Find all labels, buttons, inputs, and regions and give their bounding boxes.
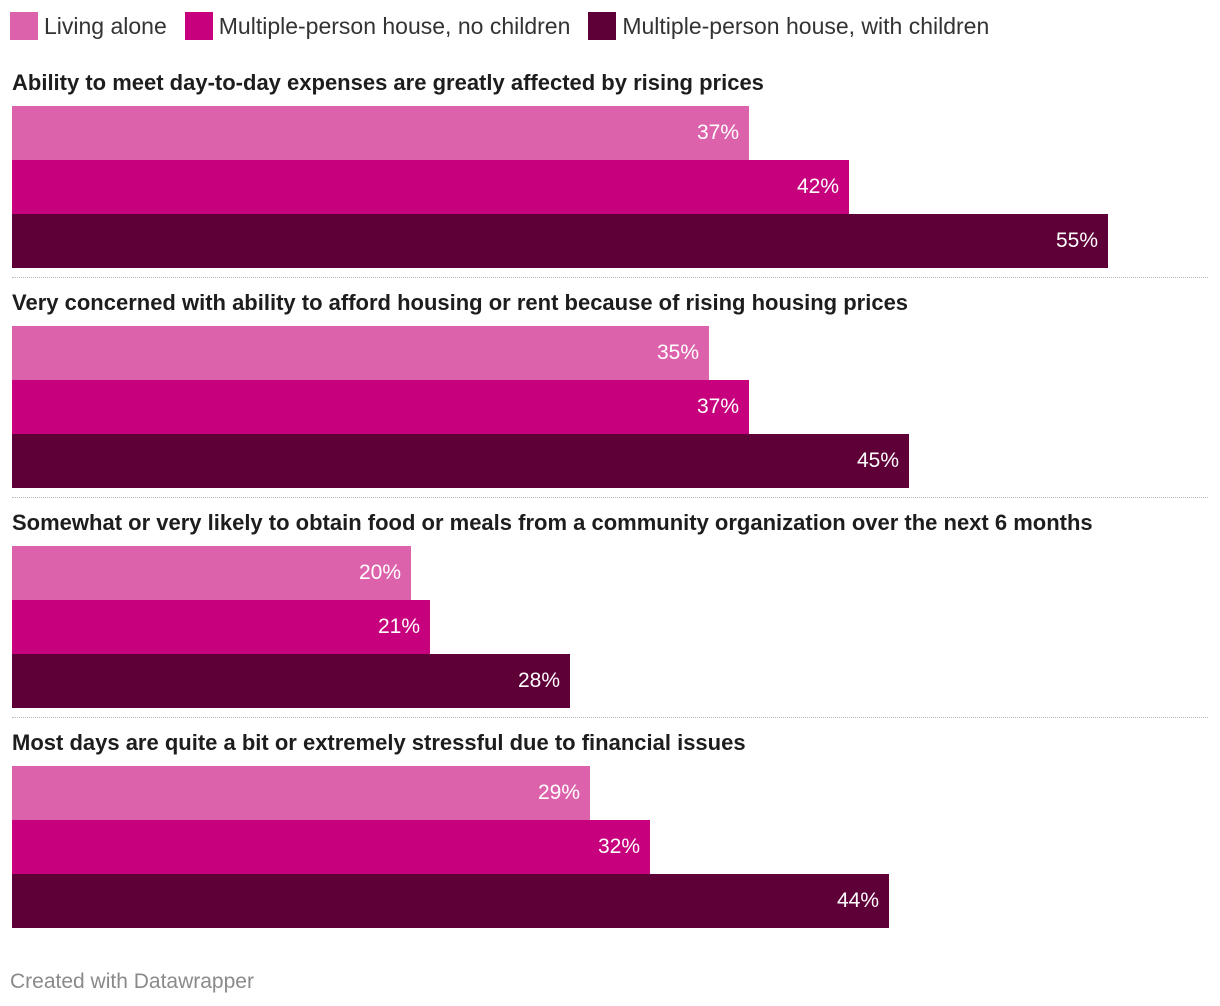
bar-value-label: 37% bbox=[696, 395, 739, 418]
bar-multiple-person-house-no-children-2 bbox=[12, 380, 749, 434]
legend-item-with-children: Multiple-person house, with children bbox=[588, 12, 989, 40]
bar-multiple-person-house-no-children-1 bbox=[12, 160, 849, 214]
bar-value-label: 37% bbox=[696, 121, 739, 144]
bar-value-label: 35% bbox=[656, 341, 699, 364]
group-title-2: Very concerned with ability to afford ho… bbox=[12, 290, 909, 315]
group-separator bbox=[12, 497, 1208, 498]
bar-value-label: 21% bbox=[377, 615, 420, 638]
bar-multiple-person-house-no-children-4 bbox=[12, 820, 650, 874]
bar-value-label: 55% bbox=[1055, 229, 1098, 252]
legend: Living alone Multiple-person house, no c… bbox=[10, 10, 1007, 42]
bar-value-label: 32% bbox=[597, 835, 640, 858]
legend-label-living-alone: Living alone bbox=[44, 12, 167, 39]
legend-item-living-alone: Living alone bbox=[10, 12, 167, 40]
bar-living-alone-1 bbox=[12, 106, 749, 160]
legend-label-no-children: Multiple-person house, no children bbox=[218, 12, 571, 39]
bar-group-2: Very concerned with ability to afford ho… bbox=[12, 290, 1208, 488]
legend-label-with-children: Multiple-person house, with children bbox=[622, 12, 990, 39]
footer-credit: Created with Datawrapper bbox=[10, 970, 254, 993]
bar-group-1: Ability to meet day-to-day expenses are … bbox=[12, 70, 1208, 268]
bar-multiple-person-house-with-children-3 bbox=[12, 654, 570, 708]
bar-value-label: 42% bbox=[796, 175, 839, 198]
bar-group-3: Somewhat or very likely to obtain food o… bbox=[12, 510, 1208, 708]
bar-value-label: 44% bbox=[836, 889, 879, 912]
group-title-3: Somewhat or very likely to obtain food o… bbox=[12, 510, 1093, 535]
bar-value-label: 28% bbox=[517, 669, 560, 692]
legend-swatch-living-alone bbox=[10, 12, 38, 40]
bar-chart: Ability to meet day-to-day expenses are … bbox=[12, 70, 1208, 928]
bar-group-4: Most days are quite a bit or extremely s… bbox=[12, 730, 1208, 928]
bar-value-label: 45% bbox=[856, 449, 899, 472]
group-separator bbox=[12, 277, 1208, 278]
bar-living-alone-4 bbox=[12, 766, 590, 820]
bar-value-label: 20% bbox=[358, 561, 401, 584]
bar-multiple-person-house-with-children-2 bbox=[12, 434, 909, 488]
legend-swatch-with-children bbox=[588, 12, 617, 40]
bar-value-label: 29% bbox=[537, 781, 580, 804]
bar-multiple-person-house-no-children-3 bbox=[12, 600, 430, 654]
legend-item-no-children: Multiple-person house, no children bbox=[184, 12, 571, 40]
bar-multiple-person-house-with-children-1 bbox=[12, 214, 1108, 268]
legend-swatch-no-children bbox=[184, 12, 213, 40]
bar-living-alone-3 bbox=[12, 546, 411, 600]
group-title-4: Most days are quite a bit or extremely s… bbox=[12, 730, 746, 755]
bar-living-alone-2 bbox=[12, 326, 709, 380]
bar-multiple-person-house-with-children-4 bbox=[12, 874, 889, 928]
group-title-1: Ability to meet day-to-day expenses are … bbox=[12, 70, 764, 95]
group-separator bbox=[12, 717, 1208, 718]
